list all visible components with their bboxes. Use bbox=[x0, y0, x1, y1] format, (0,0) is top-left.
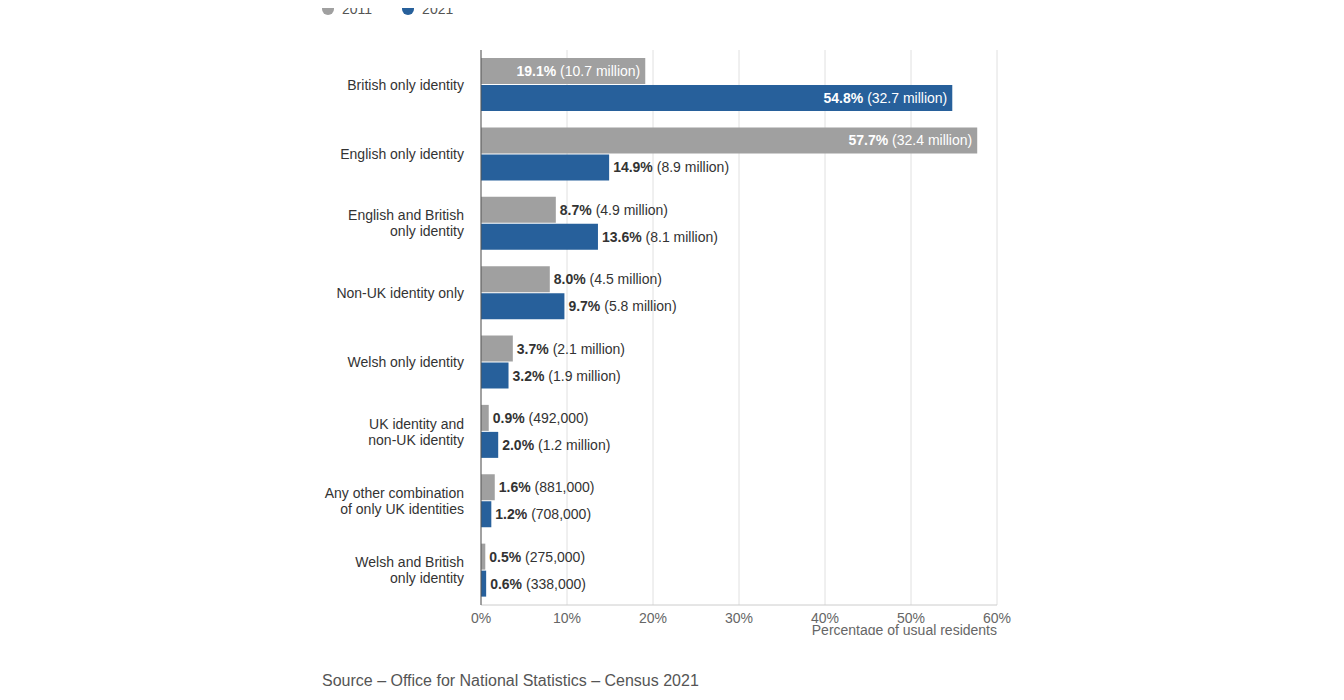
svg-text:8.7% (4.9 million): 8.7% (4.9 million) bbox=[560, 202, 668, 218]
svg-text:1.6% (881,000): 1.6% (881,000) bbox=[499, 479, 595, 495]
svg-text:40%: 40% bbox=[811, 609, 839, 626]
html-text:2011: 2011 bbox=[342, 1, 373, 17]
svg-text:50%: 50% bbox=[897, 609, 925, 626]
svg-text:8.0% (4.5 million): 8.0% (4.5 million) bbox=[554, 271, 662, 287]
svg-text:Welsh and Britishonly identity: Welsh and Britishonly identity bbox=[355, 554, 464, 586]
svg-text:English only identity: English only identity bbox=[340, 146, 464, 162]
svg-text:0.9% (492,000): 0.9% (492,000) bbox=[493, 410, 589, 426]
svg-text:60%: 60% bbox=[983, 609, 1011, 626]
html-text:2021: 2021 bbox=[422, 1, 454, 17]
svg-text:14.9% (8.9 million): 14.9% (8.9 million) bbox=[613, 159, 729, 175]
svg-text:54.8% (32.7 million): 54.8% (32.7 million) bbox=[824, 90, 948, 106]
svg-text:10%: 10% bbox=[553, 610, 581, 626]
svg-text:3.2% (1.9 million): 3.2% (1.9 million) bbox=[513, 368, 621, 384]
svg-text:Percentage of usual residents: Percentage of usual residents bbox=[812, 622, 997, 635]
svg-text:UK identity andnon-UK identity: UK identity andnon-UK identity bbox=[368, 416, 464, 448]
svg-text:13.6% (8.1 million): 13.6% (8.1 million) bbox=[602, 229, 718, 245]
html-text:Source – Office for National S: Source – Office for National Statistics … bbox=[322, 672, 699, 689]
svg-text:English and Britishonly identi: English and Britishonly identity bbox=[348, 207, 464, 239]
svg-text:Any other combinationof only U: Any other combinationof only UK identiti… bbox=[325, 485, 464, 517]
svg-text:19.1% (10.7 million): 19.1% (10.7 million) bbox=[517, 63, 641, 79]
svg-text:0.6% (338,000): 0.6% (338,000) bbox=[490, 576, 586, 592]
svg-text:9.7% (5.8 million): 9.7% (5.8 million) bbox=[568, 298, 676, 314]
svg-text:British only identity: British only identity bbox=[347, 77, 464, 93]
svg-text:30%: 30% bbox=[725, 610, 753, 626]
svg-text:20%: 20% bbox=[639, 610, 667, 626]
svg-text:2.0% (1.2 million): 2.0% (1.2 million) bbox=[502, 437, 610, 453]
svg-text:1.2% (708,000): 1.2% (708,000) bbox=[495, 506, 591, 522]
svg-text:0%: 0% bbox=[471, 610, 491, 626]
svg-text:3.7% (2.1 million): 3.7% (2.1 million) bbox=[517, 341, 625, 357]
svg-text:57.7% (32.4 million): 57.7% (32.4 million) bbox=[848, 132, 972, 148]
svg-text:0.5% (275,000): 0.5% (275,000) bbox=[489, 549, 585, 565]
svg-text:Non-UK identity only: Non-UK identity only bbox=[336, 285, 464, 301]
svg-text:Welsh only identity: Welsh only identity bbox=[348, 354, 464, 370]
